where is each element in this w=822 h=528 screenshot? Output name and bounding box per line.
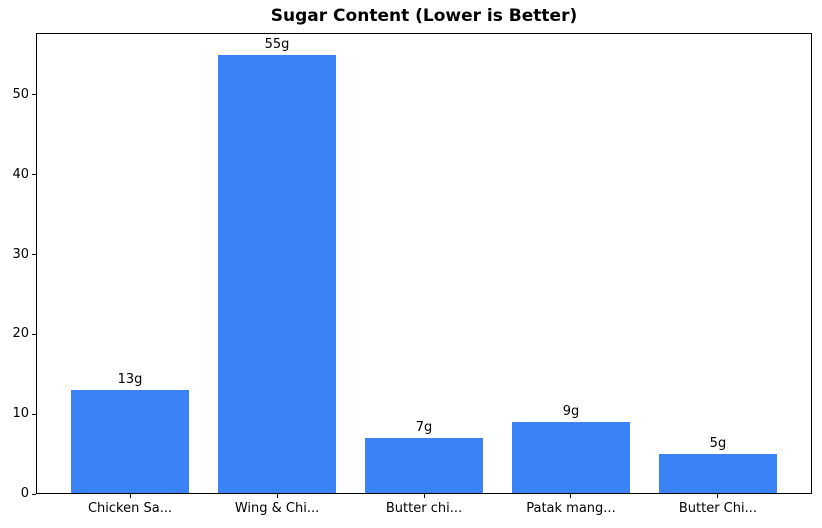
bar xyxy=(71,390,189,493)
x-tick-label: Butter chi... xyxy=(385,501,463,516)
x-tick-label: Patak mang... xyxy=(526,501,616,516)
bar-value-label: 13g xyxy=(117,372,143,388)
bar-value-label: 9g xyxy=(562,404,580,420)
x-tick-mark xyxy=(129,494,131,498)
bar-value-label: 5g xyxy=(709,436,727,452)
y-tick-mark xyxy=(32,333,36,335)
bar xyxy=(659,454,777,493)
bar-value-label: 7g xyxy=(415,420,433,436)
x-tick-label: Butter Chi... xyxy=(678,501,758,516)
x-tick-mark xyxy=(570,494,572,498)
x-tick-label: Wing & Chi... xyxy=(234,501,320,516)
x-tick-mark xyxy=(717,494,719,498)
y-tick-mark xyxy=(32,413,36,415)
y-tick-mark xyxy=(32,493,36,495)
x-tick-mark xyxy=(276,494,278,498)
y-tick-mark xyxy=(32,174,36,176)
x-tick-label: Chicken Sa... xyxy=(87,501,173,516)
x-tick-mark xyxy=(423,494,425,498)
y-tick-label: 50 xyxy=(12,86,29,102)
bar xyxy=(512,422,630,493)
chart-title: Sugar Content (Lower is Better) xyxy=(270,6,578,26)
y-tick-label: 10 xyxy=(12,406,29,422)
y-tick-mark xyxy=(32,94,36,96)
bar xyxy=(365,438,483,493)
y-tick-label: 0 xyxy=(20,486,29,501)
bar xyxy=(218,54,336,493)
y-tick-mark xyxy=(32,254,36,256)
y-tick-label: 20 xyxy=(12,326,29,342)
y-tick-label: 40 xyxy=(12,166,29,182)
bar-value-label: 55g xyxy=(264,36,290,52)
y-tick-label: 30 xyxy=(12,246,29,262)
